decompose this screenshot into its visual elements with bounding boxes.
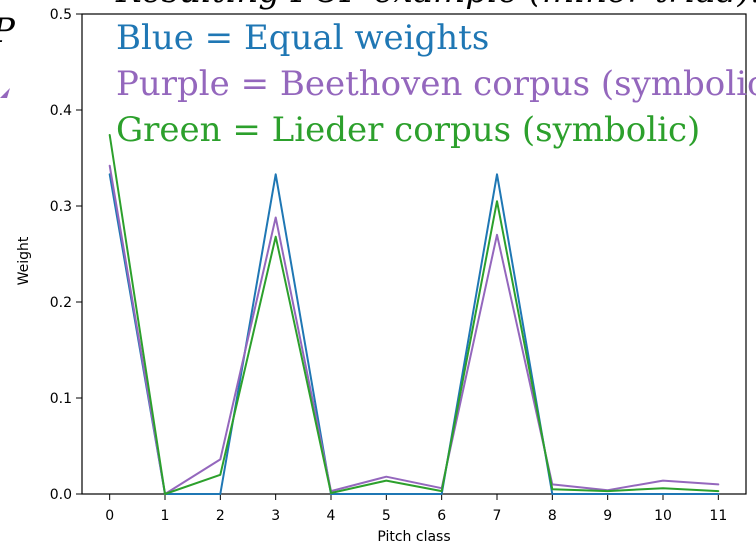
annotation-line: Purple = Beethoven corpus (symbolic) [116,64,756,104]
x-tick-label: 10 [654,508,672,524]
x-axis-label: Pitch class [377,529,450,545]
x-tick-label: 8 [548,508,557,524]
y-tick-label: 0.1 [50,391,72,407]
left-edge-marker-icon [0,88,10,98]
y-tick-label: 0.0 [50,487,72,503]
annotation-title-clipped: Resulting PCP example (minor triad): [115,0,756,11]
x-axis: 0 1 2 3 4 5 6 7 8 9 10 11 [105,494,727,524]
annotation-line: Green = Lieder corpus (symbolic) [116,110,700,150]
y-axis: 0.0 0.1 0.2 0.3 0.4 0.5 [50,7,82,503]
x-tick-label: 4 [327,508,336,524]
plot-frame [81,13,747,495]
series-line-green [108,134,720,495]
x-tick-label: 11 [709,508,727,524]
x-tick-label: 9 [603,508,612,524]
plot-area [81,13,747,495]
x-tick-label: 7 [493,508,502,524]
y-tick-label: 0.2 [50,295,72,311]
y-tick-label: 0.5 [50,7,72,23]
y-tick-label: 0.4 [50,103,72,119]
series-line-blue [108,173,720,495]
x-tick-label: 1 [161,508,170,524]
y-tick-label: 0.3 [50,199,72,215]
series-layer [108,134,720,495]
x-tick-label: 3 [271,508,280,524]
x-tick-label: 6 [437,508,446,524]
y-axis-label: Weight [16,236,32,285]
x-tick-label: 2 [216,508,225,524]
x-tick-label: 0 [105,508,114,524]
cropped-left-text: P [0,11,16,51]
x-tick-label: 5 [382,508,391,524]
annotation-line: Blue = Equal weights [116,18,489,58]
series-line-purple [108,164,720,495]
annotation-layer: P Resulting PCP example (minor triad): Blu… [0,0,756,150]
